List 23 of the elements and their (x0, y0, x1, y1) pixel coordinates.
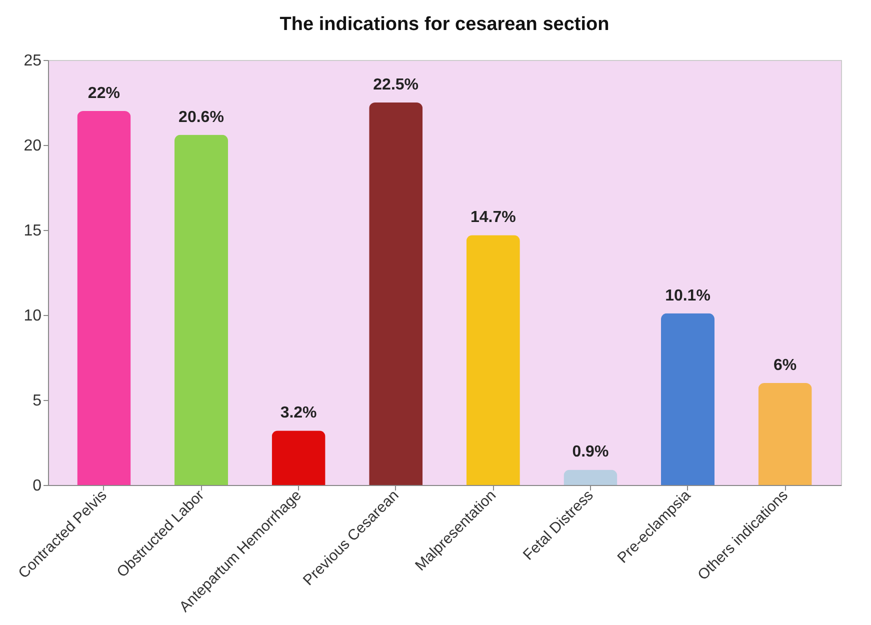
y-tick-label: 10 (24, 308, 42, 324)
bar (272, 430, 326, 485)
data-label: 20.6% (178, 108, 224, 126)
y-tick-label: 20 (24, 138, 42, 154)
data-label: 0.9% (572, 444, 609, 461)
bar (77, 111, 131, 485)
bar (758, 383, 812, 485)
y-tick-label: 5 (32, 392, 42, 410)
y-tick-label: 15 (24, 222, 42, 240)
bar (174, 134, 228, 485)
chart-title: The indications for cesarean section (280, 14, 610, 35)
data-label: 10.1% (665, 287, 710, 304)
data-label: 3.2% (280, 404, 317, 422)
data-label: 22% (88, 85, 120, 102)
y-tick-label: 25 (24, 52, 42, 70)
bar (466, 235, 520, 485)
bar (564, 470, 618, 485)
bar (660, 313, 715, 485)
y-tick-label: 0 (32, 478, 42, 494)
bar (369, 102, 423, 485)
data-label: 14.7% (470, 209, 516, 226)
data-label: 22.5% (373, 76, 419, 94)
data-label: 6% (773, 357, 797, 374)
